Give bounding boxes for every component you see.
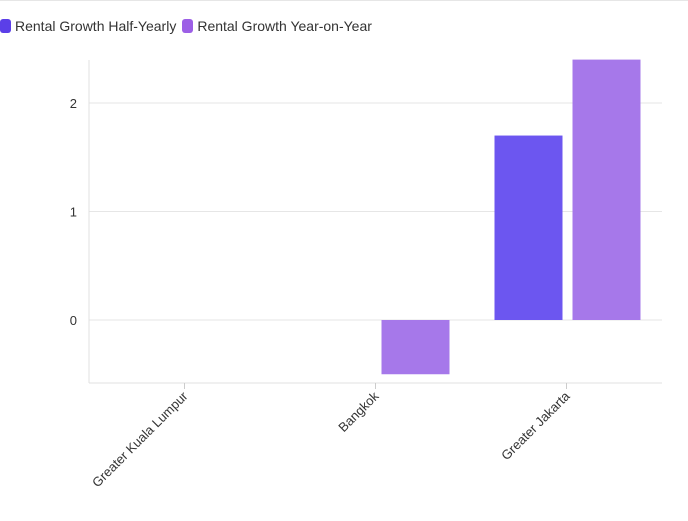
legend-label-year-on-year: Rental Growth Year-on-Year xyxy=(197,18,372,34)
bar-greater-jakarta-half-yearly[interactable] xyxy=(494,135,563,320)
bars xyxy=(381,59,641,375)
x-tick-label-bangkok: Bangkok xyxy=(335,388,382,435)
y-tick-label-2: 2 xyxy=(70,96,77,111)
y-tick-labels: 0 1 2 xyxy=(70,96,77,328)
legend-item-year-on-year[interactable]: Rental Growth Year-on-Year xyxy=(182,18,372,34)
legend-label-half-yearly: Rental Growth Half-Yearly xyxy=(15,18,177,34)
bar-bangkok-year-on-year[interactable] xyxy=(381,320,450,375)
top-divider xyxy=(0,0,688,1)
x-tick-label-greater-kuala-lumpur: Greater Kuala Lumpur xyxy=(89,388,191,490)
y-tick-label-1: 1 xyxy=(70,205,77,220)
x-ticks xyxy=(184,383,567,389)
legend-swatch-year-on-year xyxy=(182,19,194,33)
legend-item-half-yearly[interactable]: Rental Growth Half-Yearly xyxy=(0,18,176,34)
gridlines xyxy=(89,102,662,321)
y-tick-label-0: 0 xyxy=(70,313,77,328)
bar-greater-jakarta-year-on-year[interactable] xyxy=(572,59,641,320)
x-tick-labels: Greater Kuala Lumpur Bangkok Greater Jakar… xyxy=(89,388,573,490)
x-tick-label-greater-jakarta: Greater Jakarta xyxy=(498,388,573,463)
legend-swatch-half-yearly xyxy=(0,19,11,33)
legend: Rental Growth Half-Yearly Rental Growth … xyxy=(0,18,372,34)
